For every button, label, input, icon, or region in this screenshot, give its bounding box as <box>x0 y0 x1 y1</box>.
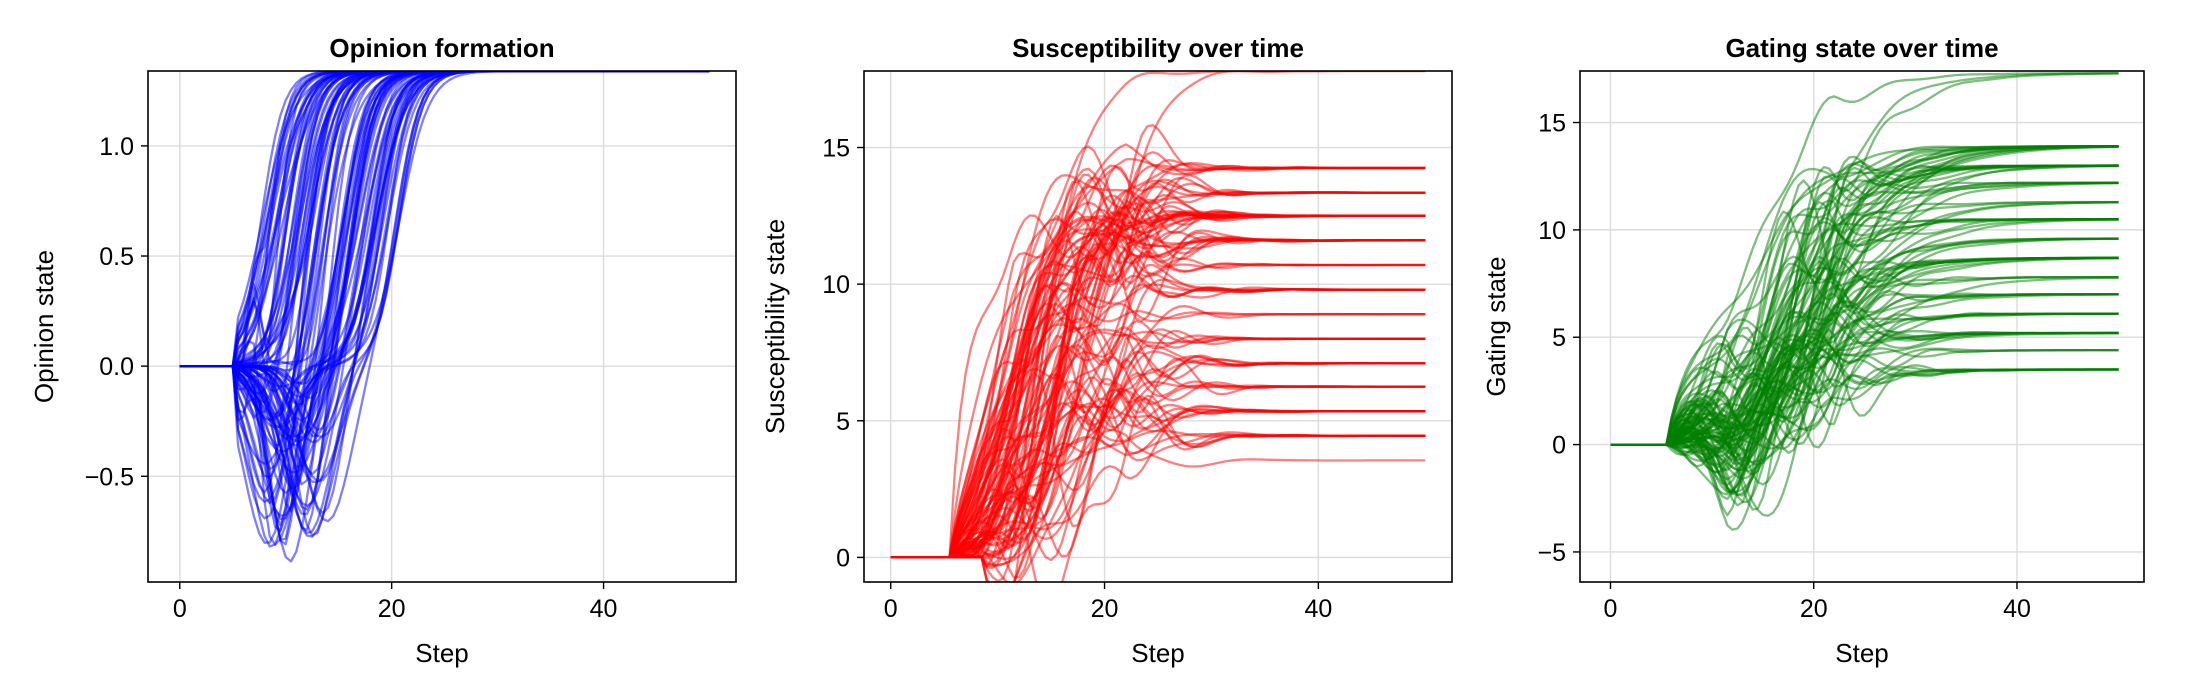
susceptibility-title: Susceptibility over time <box>1012 33 1304 63</box>
y-tick-label: 0 <box>836 544 850 572</box>
gating-plot-area <box>1610 72 2119 531</box>
opinion-series-line <box>179 71 710 368</box>
x-tick-label: 40 <box>590 595 618 623</box>
opinion-title: Opinion formation <box>329 33 554 63</box>
opinion-series-line <box>179 71 710 368</box>
x-tick-label: 0 <box>884 595 898 623</box>
opinion-series-line <box>179 71 710 379</box>
opinion-series-line <box>179 71 710 368</box>
y-tick-label: 10 <box>1538 217 1566 245</box>
opinion-series-line <box>179 71 710 521</box>
gating-series-line <box>1610 256 2119 456</box>
opinion-plot-frame <box>147 70 737 583</box>
gating-series-line <box>1610 178 2119 446</box>
opinion-series-line <box>179 71 710 370</box>
susceptibility-ticks: 0 20 40 0 5 10 15 <box>822 135 1332 623</box>
gating-series-line <box>1610 367 2119 458</box>
susceptibility-y-axis-label: Susceptibility state <box>760 219 790 434</box>
opinion-series-line <box>179 71 710 391</box>
susceptibility-x-axis-label: Step <box>1131 638 1185 668</box>
gating-series-line <box>1610 237 2119 462</box>
opinion-series-line <box>179 71 710 438</box>
x-tick-label: 20 <box>1800 595 1828 623</box>
opinion-series-line <box>179 71 710 368</box>
opinion-series-line <box>179 71 710 368</box>
x-tick-label: 0 <box>173 595 187 623</box>
y-tick-label: −0.5 <box>85 463 134 491</box>
opinion-plot-area <box>179 71 710 563</box>
y-tick-label: 0.5 <box>99 243 134 271</box>
x-tick-label: 20 <box>1091 595 1119 623</box>
opinion-series-line <box>179 71 710 368</box>
gating-series-line <box>1610 182 2119 446</box>
opinion-series-line <box>179 71 710 484</box>
opinion-series-line <box>179 71 710 527</box>
y-tick-label: 15 <box>822 135 850 163</box>
opinion-series-line <box>179 71 710 368</box>
gating-series-line <box>1610 237 2119 481</box>
susceptibility-series-line <box>890 71 1426 559</box>
opinion-y-axis-label: Opinion state <box>29 250 59 403</box>
y-tick-label: 1.0 <box>99 133 134 161</box>
opinion-series-line <box>179 71 710 368</box>
gating-x-axis-label: Step <box>1835 638 1889 668</box>
opinion-series-line <box>179 71 710 368</box>
x-tick-label: 20 <box>378 595 406 623</box>
opinion-series-line <box>179 71 710 490</box>
y-tick-label: 5 <box>1552 324 1566 352</box>
opinion-series-line <box>179 71 710 368</box>
gating-plot-frame <box>1579 70 2145 583</box>
susceptibility-series-line <box>890 214 1426 559</box>
y-tick-label: 0 <box>1552 432 1566 460</box>
opinion-chart: 0 20 40 −0.5 0.0 0.5 1.0 Opinion formation Ste… <box>29 33 737 668</box>
x-tick-label: 0 <box>1604 595 1618 623</box>
susceptibility-plot-area <box>890 71 1426 582</box>
x-tick-label: 40 <box>1304 595 1332 623</box>
gating-series-line <box>1610 293 2119 493</box>
susceptibility-series-line <box>890 236 1426 559</box>
opinion-series-line <box>179 71 710 404</box>
opinion-x-axis-label: Step <box>415 638 469 668</box>
gating-ticks: 0 20 40 −5 0 5 10 15 <box>1537 110 2030 623</box>
y-tick-label: 15 <box>1538 110 1566 138</box>
opinion-series-line <box>179 71 710 544</box>
gating-title: Gating state over time <box>1725 33 1998 63</box>
susceptibility-grid <box>864 71 1452 582</box>
susceptibility-series-line <box>890 162 1426 559</box>
susceptibility-chart: 0 20 40 0 5 10 15 Susceptibility over time Ste… <box>760 33 1453 668</box>
susceptibility-series-line <box>890 408 1426 582</box>
y-tick-label: 5 <box>836 408 850 436</box>
y-tick-label: 10 <box>822 271 850 299</box>
opinion-series-line <box>179 71 710 505</box>
gating-chart: 0 20 40 −5 0 5 10 15 Gating state over time Ste… <box>1481 33 2145 668</box>
opinion-series-line <box>179 71 710 368</box>
y-tick-label: −5 <box>1537 539 1566 567</box>
opinion-ticks: 0 20 40 −0.5 0.0 0.5 1.0 <box>85 133 618 623</box>
susceptibility-series-line <box>890 380 1426 559</box>
gating-series-line <box>1610 199 2119 446</box>
gating-series-line <box>1610 200 2119 446</box>
gating-series-line <box>1610 145 2119 446</box>
opinion-series-line <box>179 71 710 368</box>
susceptibility-series-line <box>890 334 1426 559</box>
x-tick-label: 40 <box>2003 595 2031 623</box>
gating-y-axis-label: Gating state <box>1481 256 1511 396</box>
susceptibility-series-line <box>890 274 1426 559</box>
opinion-series-line <box>179 71 710 421</box>
gating-series-line <box>1610 201 2119 446</box>
gating-series-line <box>1610 72 2119 446</box>
susceptibility-plot-frame <box>863 70 1453 583</box>
y-tick-label: 0.0 <box>99 353 134 381</box>
